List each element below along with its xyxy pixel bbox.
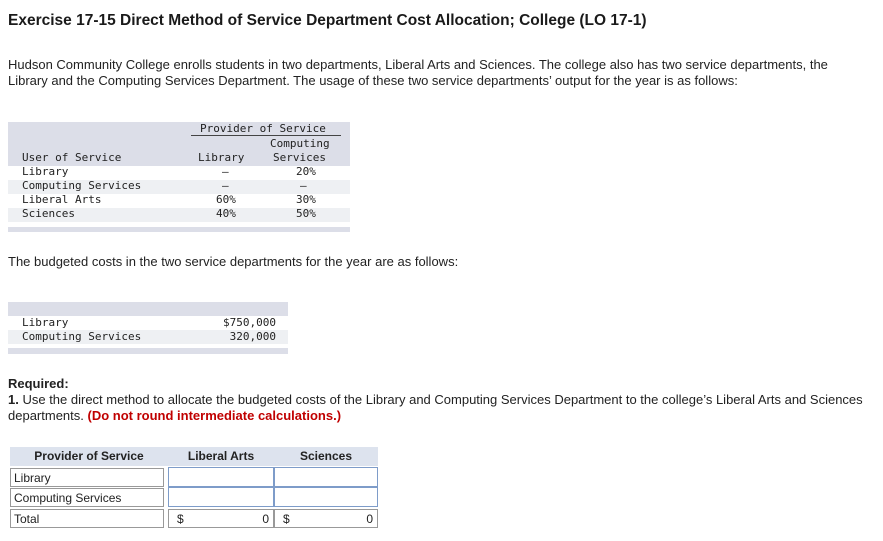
budget-value: 320,000 [229, 330, 276, 343]
cell-library: 40% [216, 207, 236, 220]
total-sciences: $ 0 [274, 509, 378, 528]
page-title: Exercise 17-15 Direct Method of Service … [8, 12, 647, 29]
library-sciences-input[interactable] [274, 467, 378, 487]
required-section: Required: 1. Use the direct method to al… [8, 376, 868, 424]
total-row-label: Total [10, 509, 164, 528]
intro-paragraph: Hudson Community College enrolls student… [8, 57, 828, 88]
table-bottom-bar [8, 348, 288, 354]
total-value: 0 [366, 512, 373, 526]
budget-value: $750,000 [223, 316, 276, 329]
row-label: Computing Services [22, 330, 142, 343]
cell-computing: 30% [296, 193, 316, 206]
required-hint: (Do not round intermediate calculations.… [87, 408, 342, 423]
cell-computing: 50% [296, 207, 316, 220]
row-label: Library [22, 316, 69, 329]
cell-library: — [222, 179, 229, 192]
col-header-computing-2: Services [273, 151, 326, 164]
cell-library: — [222, 165, 229, 178]
answer-row-label: Library [10, 468, 164, 487]
answer-header-liberal-arts: Liberal Arts [168, 447, 274, 466]
header-underline [191, 135, 341, 136]
answer-header-provider: Provider of Service [10, 447, 168, 466]
provider-group-header: Provider of Service [200, 122, 326, 135]
required-heading: Required: [8, 376, 69, 391]
total-liberal-arts: $ 0 [168, 509, 274, 528]
answer-table: Provider of Service Liberal Arts Science… [10, 447, 378, 529]
required-number: 1. [8, 392, 19, 407]
table-row [8, 208, 350, 222]
answer-row-label: Computing Services [10, 488, 164, 507]
computing-sciences-input[interactable] [274, 487, 378, 507]
currency-symbol: $ [177, 512, 184, 526]
budget-table: Library $750,000 Computing Services 320,… [8, 302, 288, 354]
row-label: Computing Services [22, 179, 142, 192]
col-header-library: Library [198, 151, 245, 164]
table-row [8, 180, 350, 194]
usage-table-header [8, 122, 350, 166]
answer-header-sciences: Sciences [274, 447, 378, 466]
cell-library: 60% [216, 193, 236, 206]
computing-liberal-arts-input[interactable] [168, 487, 274, 507]
table-bottom-bar [8, 227, 350, 232]
row-label: Sciences [22, 207, 75, 220]
total-value: 0 [262, 512, 269, 526]
library-liberal-arts-input[interactable] [168, 467, 274, 487]
cell-computing: 20% [296, 165, 316, 178]
usage-table: Provider of Service Computing User of Se… [8, 122, 350, 232]
budget-intro: The budgeted costs in the two service de… [8, 254, 459, 269]
required-text: Use the direct method to allocate the bu… [8, 392, 863, 423]
currency-symbol: $ [283, 512, 290, 526]
row-header-user: User of Service [22, 151, 122, 164]
row-label: Library [22, 165, 69, 178]
col-header-computing-1: Computing [270, 137, 330, 150]
table-row [8, 330, 288, 344]
cell-computing: — [300, 179, 307, 192]
budget-table-header [8, 302, 288, 316]
row-label: Liberal Arts [22, 193, 102, 206]
